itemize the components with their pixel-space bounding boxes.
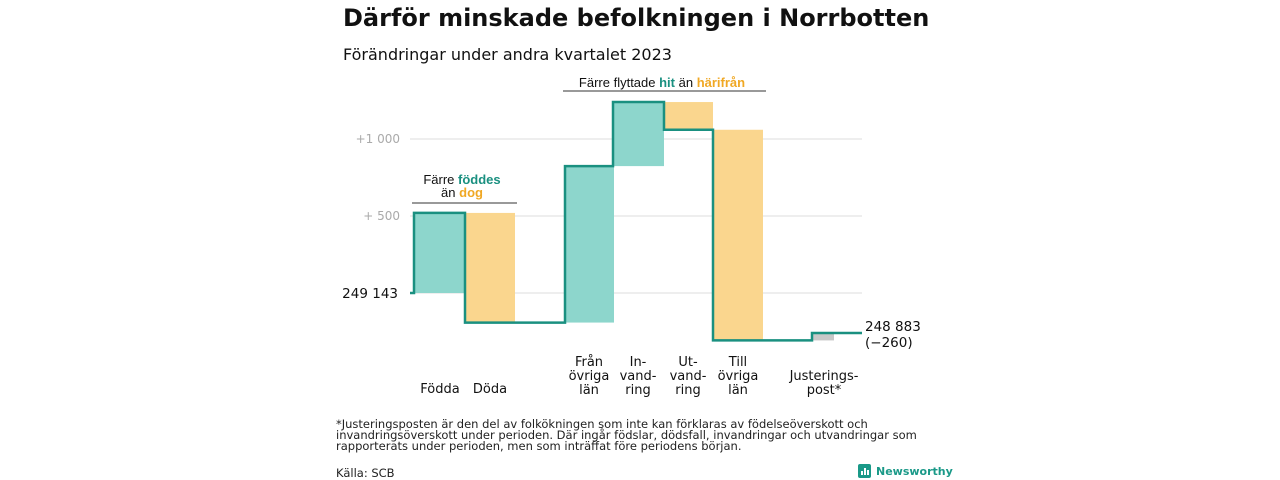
newsworthy-logo-icon bbox=[858, 464, 871, 478]
category-label: Till övriga län bbox=[718, 355, 759, 398]
annotation-births-deaths-line2: än dog bbox=[441, 185, 483, 200]
chart-subtitle: Förändringar under andra kvartalet 2023 bbox=[343, 45, 672, 64]
net-change-label: (−260) bbox=[865, 335, 913, 351]
category-label: Från övriga län bbox=[569, 355, 610, 398]
waterfall-chart: + 500 +1 000 Födda Döda Från övriga län In-van… bbox=[342, 75, 921, 398]
category-label: Justerings-post* bbox=[789, 369, 859, 398]
category-label: Döda bbox=[473, 382, 507, 397]
bar-4 bbox=[613, 102, 664, 167]
end-value-label: 248 883 bbox=[865, 319, 921, 335]
annotation-migration: Färre flyttade hit än härifrån bbox=[579, 75, 745, 90]
chart-title: Därför minskade befolkningen i Norrbotte… bbox=[343, 4, 930, 32]
y-tick-label: + 500 bbox=[363, 209, 400, 223]
bar-6 bbox=[713, 129, 763, 341]
category-label: Ut-vand-ring bbox=[670, 355, 707, 398]
brand-name: Newsworthy bbox=[876, 464, 953, 478]
category-label: In-vand-ring bbox=[620, 355, 657, 398]
bar-5 bbox=[664, 102, 713, 130]
bar-2 bbox=[465, 212, 515, 323]
start-value-label: 249 143 bbox=[342, 286, 398, 302]
bar-1 bbox=[414, 212, 465, 293]
bar-3 bbox=[565, 166, 614, 323]
running-total-line bbox=[410, 100, 862, 342]
footnote: *Justeringsposten är den del av folkökni… bbox=[336, 417, 917, 453]
bar-7 bbox=[812, 333, 834, 341]
newsworthy-logo: Newsworthy bbox=[858, 464, 953, 478]
y-tick-label: +1 000 bbox=[356, 132, 400, 146]
source-label: Källa: SCB bbox=[336, 466, 395, 480]
annotation-births-deaths: Färre föddes bbox=[423, 172, 500, 187]
category-label: Födda bbox=[420, 382, 459, 397]
